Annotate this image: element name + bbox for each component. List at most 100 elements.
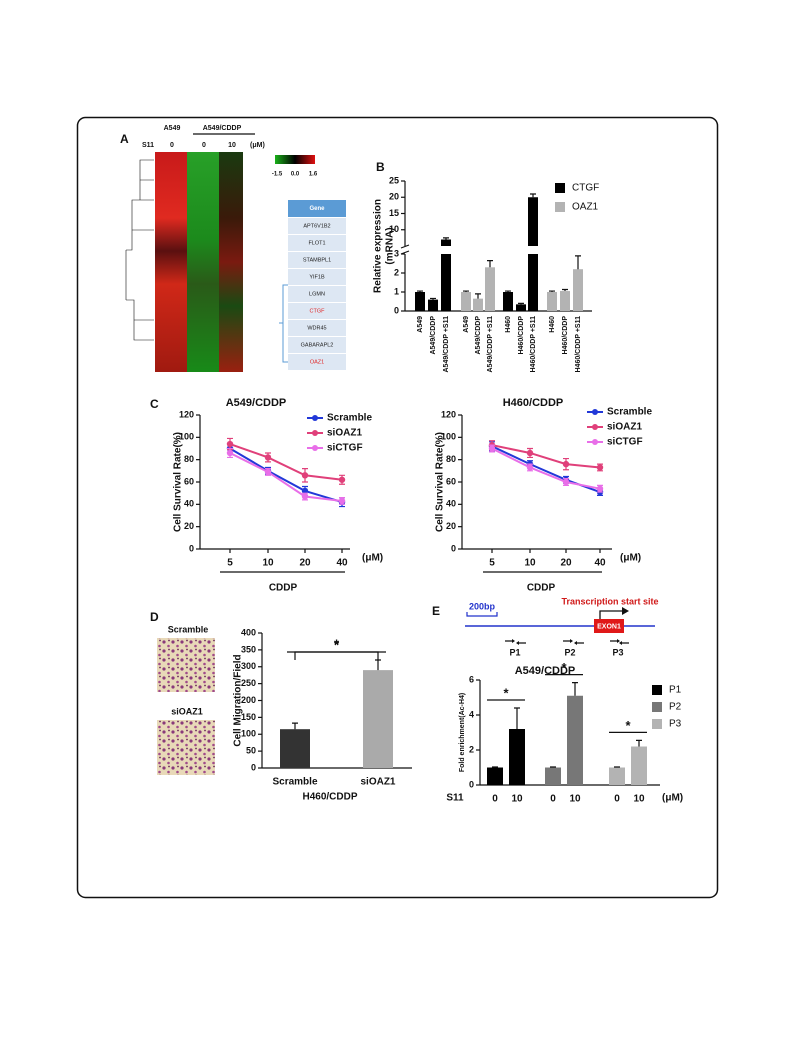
legend-marker — [312, 445, 318, 451]
y-tick-label: 150 — [241, 712, 256, 722]
point — [596, 485, 604, 492]
y-tick-label: 80 — [184, 454, 194, 464]
error-bar — [443, 237, 449, 240]
y-tick-label: 40 — [446, 499, 456, 509]
y-tick-label: 100 — [241, 729, 256, 739]
y-tick-label: 50 — [246, 746, 256, 756]
heatmap-image — [219, 152, 243, 372]
gene-header: Gene — [309, 206, 325, 212]
gene-name: YIF1B — [309, 274, 325, 280]
primer-arrows — [505, 640, 629, 644]
y-tick-label: 1 — [394, 286, 399, 296]
frame — [76, 116, 719, 899]
x-tick-label: Scramble — [272, 777, 317, 788]
x-axis-label: CDDP — [527, 583, 556, 594]
bar — [363, 670, 393, 768]
primer-label: P3 — [612, 647, 623, 657]
point — [526, 449, 534, 457]
colorbar-label: 0.0 — [291, 172, 300, 178]
y-tick-label: 80 — [446, 454, 456, 464]
error-bar — [572, 682, 578, 696]
error-bar — [417, 290, 423, 292]
dose-label: 0 — [170, 142, 174, 149]
x-tick-label: A549/CDDP +S11 — [443, 316, 450, 373]
bar — [428, 299, 438, 311]
gene-name: OAZ1 — [310, 359, 324, 365]
chart-title: H460/CDDP — [503, 397, 564, 409]
x-tick-label: 40 — [594, 558, 606, 569]
gene-cell — [288, 252, 346, 268]
point — [301, 493, 309, 500]
x-axis-label: S11 — [446, 793, 464, 804]
primer-heads — [512, 639, 622, 645]
y-tick-label: 100 — [441, 432, 456, 442]
y-tick-label: 20 — [389, 192, 399, 202]
dose-label: 10 — [228, 142, 236, 149]
x-tick-label: H460/CDDP +S11 — [530, 316, 537, 373]
error-bar — [292, 722, 298, 730]
series-line — [491, 444, 601, 469]
axis-break — [400, 244, 410, 255]
point — [264, 468, 272, 476]
migration-image — [157, 638, 215, 692]
y-tick-label: 350 — [241, 644, 256, 654]
legend-swatch — [652, 685, 662, 695]
error-bar — [518, 302, 524, 305]
gene-cell — [288, 354, 346, 370]
y-tick-label: 15 — [389, 208, 399, 218]
colorbar-label: -1.5 — [272, 172, 283, 178]
y-tick-label: 0 — [394, 305, 399, 315]
bar — [631, 746, 647, 785]
point — [338, 476, 346, 483]
bar — [415, 292, 425, 311]
chart-title: A549/CDDP — [226, 397, 287, 409]
panel-label: E — [432, 604, 440, 618]
x-tick-label: A549 — [463, 316, 470, 333]
legend-swatch — [555, 202, 565, 212]
dose-label: 0 — [202, 142, 206, 149]
bar — [473, 298, 483, 311]
x-tick-label: 0 — [492, 794, 498, 805]
series-line — [229, 452, 343, 502]
y-tick-label: 400 — [241, 627, 256, 637]
x-tick-label: H460 — [505, 316, 512, 333]
bracket — [279, 284, 288, 363]
bar — [609, 767, 625, 785]
significance-label: * — [334, 636, 340, 651]
x-tick-label: siOAZ1 — [360, 777, 395, 788]
x-tick-label: A549/CDDP +S11 — [487, 316, 494, 373]
legend-label: P3 — [669, 719, 682, 730]
bar — [441, 254, 451, 311]
legend-marker — [312, 430, 318, 436]
significance-label: * — [561, 660, 567, 675]
scale-bar — [466, 612, 498, 617]
y-tick-label: 120 — [179, 409, 194, 419]
legend-marker — [592, 409, 598, 415]
x-tick-label: 5 — [489, 558, 495, 569]
error-bar — [487, 260, 493, 268]
y-tick-label: 0 — [251, 762, 256, 772]
colorbar — [275, 155, 315, 164]
significance-label: * — [625, 718, 631, 733]
gene-cell — [288, 303, 346, 319]
bar — [516, 304, 526, 311]
y-axis-label: Cell Survival Rate(%) — [173, 432, 184, 532]
panel-label: D — [150, 610, 159, 624]
point — [301, 487, 309, 495]
gene-name: GABARAPL2 — [301, 342, 334, 348]
y-tick-label: 3 — [394, 248, 399, 258]
y-tick-label: 40 — [184, 499, 194, 509]
error-bar — [550, 766, 556, 768]
point — [226, 449, 234, 457]
y-tick-label: 20 — [184, 521, 194, 531]
x-tick-label: 10 — [524, 558, 536, 569]
series-line — [229, 443, 343, 481]
point — [596, 464, 604, 471]
gene-name: WDR45 — [307, 325, 326, 331]
panel-label: C — [150, 397, 159, 411]
legend-label: OAZ1 — [572, 202, 599, 213]
tss-arrow — [599, 610, 624, 619]
x-tick-label: H460/CDDP — [562, 316, 569, 355]
